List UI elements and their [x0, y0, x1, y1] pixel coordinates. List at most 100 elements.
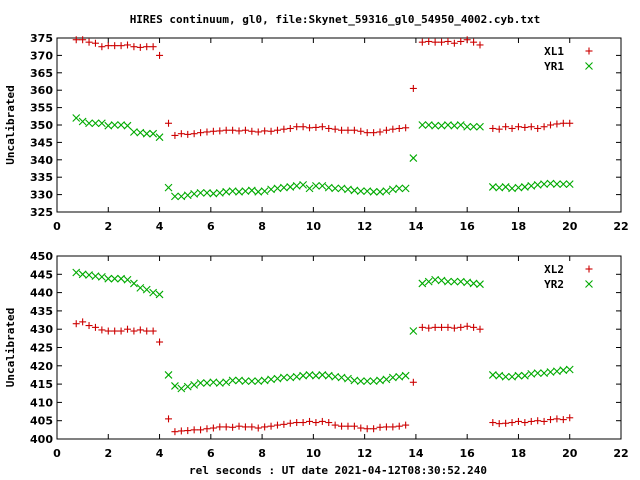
panel-2-yr2-point-56 — [437, 276, 446, 285]
panel-1-xl1-point-30 — [267, 127, 275, 135]
panel-1-yr1-point-12-d2 — [149, 129, 158, 138]
panel-1-yr1-point-59 — [456, 121, 465, 129]
panel-2-xl2-point-27 — [248, 423, 256, 431]
panel-2-frame — [56, 255, 622, 440]
x-axis-label: rel seconds : UT date 2021-04-12T08:30:5… — [189, 464, 487, 477]
panel-1-yr1-point-44 — [356, 187, 365, 196]
panel-1-xl1-point-55 — [431, 38, 439, 46]
panel-1-yr1-point-74-d2 — [559, 180, 568, 189]
panel-1-ytick-label-0: 325 — [30, 206, 53, 219]
panel-1-xtick-label-10: 20 — [562, 220, 578, 233]
panel-2-ytick-label-10: 450 — [30, 250, 53, 263]
panel-1-xl1-point-2 — [85, 38, 93, 46]
panel-2-xl2-point-7 — [117, 327, 125, 335]
panel-2-xl2-point-33 — [286, 419, 294, 427]
panel-1-yr1-point-67 — [514, 183, 523, 192]
panel-2-yr2-point-32 — [279, 373, 288, 382]
panel-2-yr2-point-20 — [203, 379, 211, 387]
panel-1-yr1-point-35 — [299, 180, 307, 189]
panel-2-yr2-point-71 — [540, 369, 548, 378]
panel-2-yr2-point-66 — [508, 372, 516, 381]
panel-2-yr2-point-12 — [149, 288, 158, 297]
panel-2-yr2-point-67 — [514, 371, 523, 380]
panel-2-yr2-point-34 — [292, 372, 301, 381]
panel-1-yr1-point-74 — [559, 180, 568, 189]
panel-2-legend-marker-yr2 — [585, 280, 593, 288]
panel-2-xl2-point-42 — [344, 422, 352, 430]
panel-2-yr2-point-1 — [78, 270, 87, 279]
panel-1-yr1-point-46 — [369, 187, 378, 196]
panel-2-xl2-point-74 — [559, 416, 567, 424]
panel-1-yr1-point-13 — [155, 133, 164, 142]
panel-2-yr2-point-74-d2 — [559, 366, 568, 375]
panel-1-ytick-label-8: 365 — [30, 67, 53, 80]
panel-1-yr1-point-44-d2 — [356, 187, 365, 196]
panel-2-yr2-point-11-d2 — [142, 285, 151, 294]
panel-1-yr1-point-36 — [305, 184, 314, 193]
panel-2-yr2-point-29-d2 — [260, 376, 269, 385]
panel-2-yr2-point-50 — [395, 372, 404, 381]
panel-1-yr1-point-18-d2 — [190, 190, 199, 198]
panel-2-xl2-point-20 — [203, 425, 211, 433]
panel-2-legend-marker-xl2 — [585, 265, 593, 273]
panel-2-yr2-point-51 — [401, 371, 410, 380]
panel-2-xl2-point-10 — [136, 326, 144, 334]
panel-2-yr2-point-5-d2 — [104, 274, 113, 283]
panel-1-yr1-point-55-d2 — [431, 121, 440, 130]
panel-1-yr1-point-1-d2 — [78, 117, 87, 126]
panel-2-yr2-point-42 — [344, 374, 352, 383]
panel-2-yr2-point-23 — [222, 378, 231, 387]
panel-2-xl2-point-22 — [216, 423, 224, 431]
panel-1-legend-label-xl1: XL1 — [544, 45, 564, 58]
panel-2-yr2-point-2 — [85, 271, 93, 279]
panel-1-xl1-point-12 — [149, 43, 157, 51]
panel-2-xl2-point-41 — [338, 422, 346, 430]
panel-1-yr1-point-66-d2 — [508, 184, 516, 193]
panel-2-yr2-point-6-d2 — [110, 274, 119, 283]
panel-2-yr2-point-7 — [117, 274, 125, 283]
panel-1-yr1-point-20 — [203, 188, 211, 197]
panel-1-yr1-point-58 — [450, 121, 459, 130]
panel-1-yr1-point-58-d2 — [450, 121, 459, 130]
panel-1-xl1-point-15 — [171, 131, 179, 139]
panel-2-yr2-point-64 — [495, 371, 504, 380]
panel-2-xl2-point-61 — [470, 323, 478, 331]
panel-2-yr2-point-29 — [260, 376, 269, 385]
panel-1-xl1-point-31 — [273, 126, 281, 134]
panel-2-yr2-point-0-d2 — [72, 268, 81, 277]
panel-2-yr2-point-11 — [142, 285, 151, 294]
panel-1-yr1-point-0 — [72, 114, 81, 122]
panel-2-yr2-point-12-d2 — [149, 288, 158, 297]
panel-2-xl2-point-51 — [402, 421, 410, 429]
panel-1-yr1-point-57-d2 — [444, 121, 452, 129]
panel-2-xl2-point-34 — [293, 419, 301, 427]
panel-1-yr1-point-71-d2 — [540, 180, 548, 189]
panel-2-xl2-point-18 — [190, 426, 198, 434]
panel-2-xtick-label-6: 12 — [357, 447, 372, 460]
panel-1-xl1-point-54 — [425, 37, 433, 45]
panel-2-xl2-point-45 — [363, 425, 371, 433]
panel-1-yr1-point-30 — [267, 185, 275, 194]
panel-1-xl1-point-9 — [130, 43, 138, 51]
panel-1-xtick-label-8: 16 — [460, 220, 476, 233]
panel-1-yr1-point-35-d2 — [299, 180, 307, 189]
panel-2-yr2-point-22-d2 — [215, 379, 224, 387]
panel-2-yr2-point-44-d2 — [356, 377, 365, 386]
panel-2-yr2-point-50-d2 — [395, 372, 404, 381]
panel-2-ytick-label-0: 400 — [30, 433, 53, 446]
panel-2-yr2-point-35 — [299, 371, 307, 380]
panel-1-xl1-point-70 — [534, 124, 542, 132]
panel-1-xl1-point-1 — [79, 36, 87, 44]
panel-2-xl2-point-48 — [382, 423, 390, 431]
panel-1-yr1-point-23 — [222, 187, 231, 196]
panel-2-yr2-point-10 — [136, 283, 145, 292]
panel-2-xl2-point-60 — [463, 322, 471, 330]
panel-2-xl2-point-56 — [438, 323, 446, 331]
plot-panels: 0 2 4 6 8 10 12 14 16 18 20 22325330335340345350355… — [4, 32, 629, 460]
panel-1-yr1-point-22-d2 — [215, 188, 224, 197]
panel-1-yr1-point-28 — [254, 187, 263, 196]
panel-1-xl1-point-4 — [98, 43, 106, 51]
panel-2-yr2-point-19 — [196, 379, 205, 387]
panel-2-yr2-point-15 — [171, 382, 179, 390]
